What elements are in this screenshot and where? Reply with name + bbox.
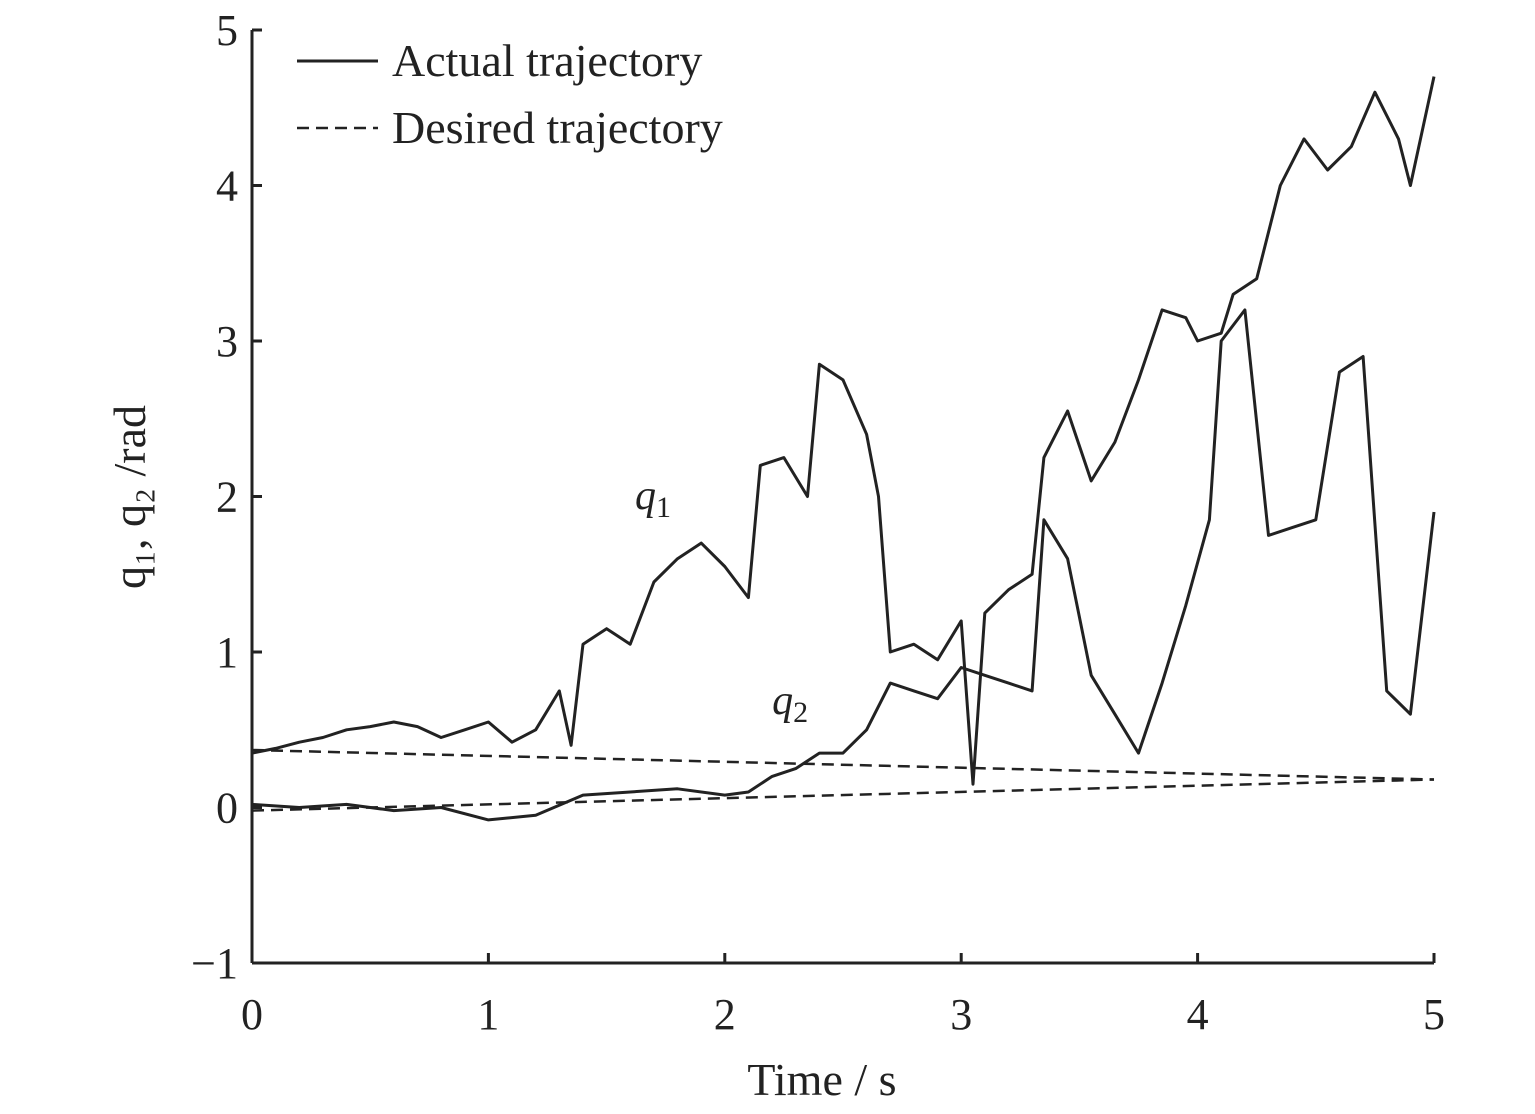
series-line-q2 (251, 308, 1436, 822)
y-tick-label: 0 (216, 784, 238, 833)
y-ticks: −1 0 1 2 3 4 5 (191, 6, 262, 988)
legend-label-desired: Desired trajectory (392, 102, 723, 153)
x-tick-label: 3 (950, 990, 972, 1039)
curve-label-letter: q (772, 678, 793, 724)
series-line-q1-desired (251, 748, 1435, 781)
y-tick-label: 5 (216, 6, 238, 55)
x-tick-label: 1 (477, 990, 499, 1039)
legend-label-actual: Actual trajectory (392, 35, 702, 86)
curve-label-subscript: 1 (656, 491, 671, 524)
curve-label-letter: q (635, 473, 656, 519)
x-tick-label: 4 (1187, 990, 1209, 1039)
series-line-q2-desired (251, 778, 1435, 812)
series-line-q1 (251, 76, 1436, 786)
y-axis-title: q₁, q₂ /rad (104, 405, 155, 589)
x-tick-label: 2 (714, 990, 736, 1039)
y-tick-label: 1 (216, 628, 238, 677)
x-axis-title: Time / s (747, 1054, 896, 1105)
curve-label-q1: q1 (635, 473, 671, 524)
x-tick-label: 0 (241, 990, 263, 1039)
legend: Actual trajectory Desired trajectory (297, 35, 723, 153)
curve-label-q2: q2 (772, 678, 808, 729)
x-ticks: 0 1 2 3 4 5 (241, 953, 1445, 1039)
curve-label-subscript: 2 (793, 696, 808, 729)
y-tick-label: 4 (216, 162, 238, 211)
series-layer (251, 76, 1436, 822)
y-tick-label: 2 (216, 473, 238, 522)
y-tick-label: −1 (191, 939, 238, 988)
x-tick-label: 5 (1423, 990, 1445, 1039)
y-tick-label: 3 (216, 317, 238, 366)
